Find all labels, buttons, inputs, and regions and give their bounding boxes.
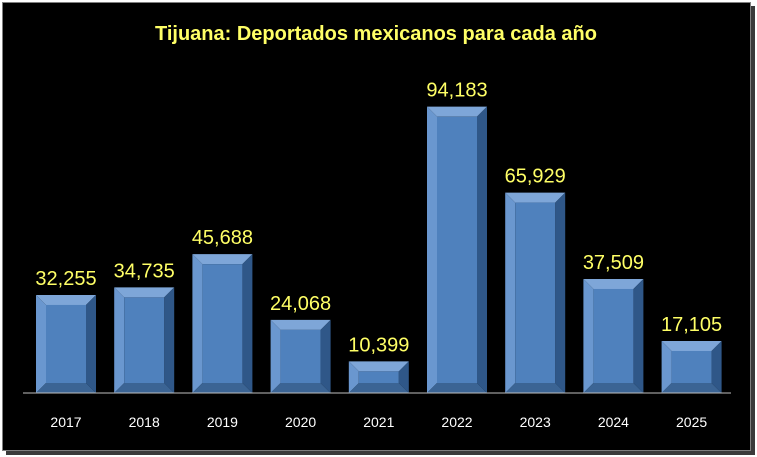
category-label-2021: 2021 <box>363 414 394 430</box>
bar-bevel-bottom <box>192 383 253 393</box>
bar-2019 <box>192 254 253 393</box>
bar-2018 <box>114 287 175 393</box>
bar-bevel-left <box>427 106 437 393</box>
bar-bevel-right <box>86 294 96 393</box>
bar-bevel-left <box>583 278 594 393</box>
bar-face <box>437 116 477 383</box>
value-label-2022: 94,183 <box>426 80 487 102</box>
bar-bevel-left <box>348 361 359 393</box>
value-label-2019: 45,688 <box>192 227 253 249</box>
bar-bevel-top <box>192 254 253 265</box>
bar-bevel-right <box>633 278 644 393</box>
bar-bevel-top <box>36 294 96 305</box>
bar-face <box>515 202 556 383</box>
bar-bevel-left <box>661 341 672 393</box>
bar-face <box>593 288 634 383</box>
value-label-2023: 65,929 <box>505 166 566 188</box>
bar-bevel-bottom <box>505 383 566 393</box>
bar-bevel-right <box>320 319 331 393</box>
bar-bevel-bottom <box>114 383 175 393</box>
chart-frame: Tijuana: Deportados mexicanos para cada … <box>2 2 751 451</box>
bar-2024 <box>583 278 644 393</box>
bar-bevel-right <box>711 341 722 393</box>
value-label-2017: 32,255 <box>35 268 96 290</box>
bar-face <box>358 371 399 383</box>
bar-face <box>671 351 712 383</box>
bar-bevel-top <box>427 106 487 117</box>
bar-2020 <box>270 319 331 393</box>
bar-bevel-left <box>270 319 281 393</box>
category-label-2017: 2017 <box>50 414 81 430</box>
bar-face <box>124 297 165 383</box>
bar-bevel-top <box>114 287 175 298</box>
bar-bevel-right <box>164 287 175 393</box>
value-labels-group: 32,255 34,735 45,688 24,068 10,399 94,183 65,9… <box>35 80 722 357</box>
bar-bevel-right <box>555 192 566 393</box>
bar-bevel-bottom <box>270 383 331 393</box>
category-label-2022: 2022 <box>441 414 472 430</box>
bar-2025 <box>661 341 722 393</box>
chart-title: Tijuana: Deportados mexicanos para cada … <box>155 23 597 45</box>
bar-bevel-bottom <box>348 383 409 393</box>
category-label-2020: 2020 <box>285 414 316 430</box>
value-label-2018: 34,735 <box>114 260 175 282</box>
bar-bevel-left <box>114 287 125 393</box>
bar-chart: Tijuana: Deportados mexicanos para cada … <box>23 23 731 430</box>
bar-bevel-bottom <box>661 383 722 393</box>
bar-2021 <box>348 361 409 393</box>
value-label-2020: 24,068 <box>270 293 331 315</box>
bar-bevel-top <box>505 192 566 203</box>
category-label-2018: 2018 <box>129 414 160 430</box>
category-labels-group: 2017 2018 2019 2020 2021 2022 2023 2024 2025 <box>50 414 707 430</box>
category-label-2019: 2019 <box>207 414 238 430</box>
bar-bevel-top <box>270 319 331 330</box>
bar-bevel-left <box>192 254 203 393</box>
bar-bevel-bottom <box>583 383 644 393</box>
bar-bevel-bottom <box>427 383 487 393</box>
category-label-2023: 2023 <box>520 414 551 430</box>
bar-bevel-top <box>661 341 722 352</box>
bar-bevel-right <box>398 361 409 393</box>
bar-bevel-right <box>477 106 487 393</box>
bar-bevel-right <box>242 254 253 393</box>
bar-bevel-left <box>505 192 516 393</box>
bar-2017 <box>36 294 96 393</box>
bar-bevel-left <box>36 294 46 393</box>
bar-2023 <box>505 192 566 393</box>
bar-bevel-bottom <box>36 383 96 393</box>
bar-face <box>202 264 243 383</box>
category-label-2025: 2025 <box>676 414 707 430</box>
bar-face <box>46 304 86 383</box>
bar-face <box>280 329 321 383</box>
value-label-2025: 17,105 <box>661 314 722 336</box>
bar-bevel-top <box>348 361 409 372</box>
value-label-2024: 37,509 <box>583 252 644 274</box>
bar-2022 <box>427 106 487 393</box>
category-label-2024: 2024 <box>598 414 629 430</box>
bars-group <box>36 106 722 393</box>
bar-bevel-top <box>583 278 644 289</box>
value-label-2021: 10,399 <box>348 334 409 356</box>
